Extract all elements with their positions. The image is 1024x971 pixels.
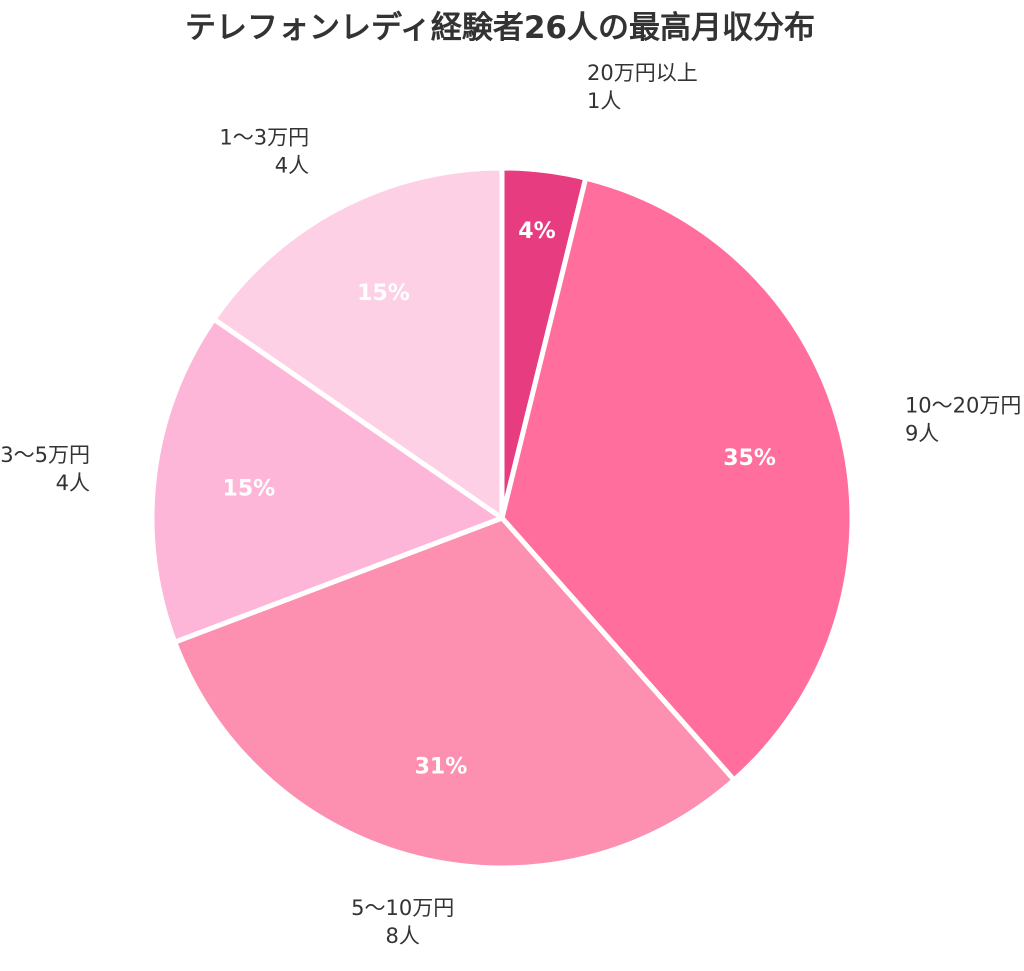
slice-count-label: 4人 (56, 471, 90, 495)
percent-labels: 4% 35% 31% 15% 15% (223, 219, 776, 779)
slice-count-label: 9人 (905, 422, 939, 446)
slice-outer-label: 3〜5万円 4人 (0, 443, 90, 495)
slice-category-label: 10〜20万円 (905, 394, 1021, 418)
slice-percent-label: 4% (518, 219, 555, 244)
slice-count-label: 8人 (385, 924, 419, 948)
slice-percent-label: 35% (723, 446, 776, 471)
pie-slice-1 (499, 175, 855, 783)
slice-percent-label: 31% (415, 755, 468, 780)
chart-title: テレフォンレディ経験者26人の最高月収分布 (185, 10, 815, 46)
pie-slice-2 (172, 515, 737, 871)
slice-count-label: 1人 (587, 89, 621, 113)
slice-outer-label: 10〜20万円 9人 (905, 394, 1021, 446)
pie-slice-4 (211, 165, 505, 521)
slice-category-label: 1〜3万円 (219, 126, 309, 150)
slice-category-label: 20万円以上 (587, 61, 698, 85)
slice-outer-label: 5〜10万円 8人 (351, 896, 454, 948)
slice-count-label: 4人 (275, 154, 309, 178)
slice-percent-label: 15% (357, 281, 410, 306)
outer-labels: 20万円以上 1人 10〜20万円 9人 5〜10万円 8人 3〜5万円 4人 1〜3万円 4人 (0, 61, 1021, 948)
pie-slice-3 (149, 316, 505, 645)
slice-category-label: 3〜5万円 (0, 443, 90, 467)
slice-category-label: 5〜10万円 (351, 896, 454, 920)
slice-outer-label: 1〜3万円 4人 (219, 126, 309, 178)
slice-outer-label: 20万円以上 1人 (587, 61, 698, 113)
pie-slices (149, 165, 855, 871)
slice-percent-label: 15% (223, 476, 276, 501)
